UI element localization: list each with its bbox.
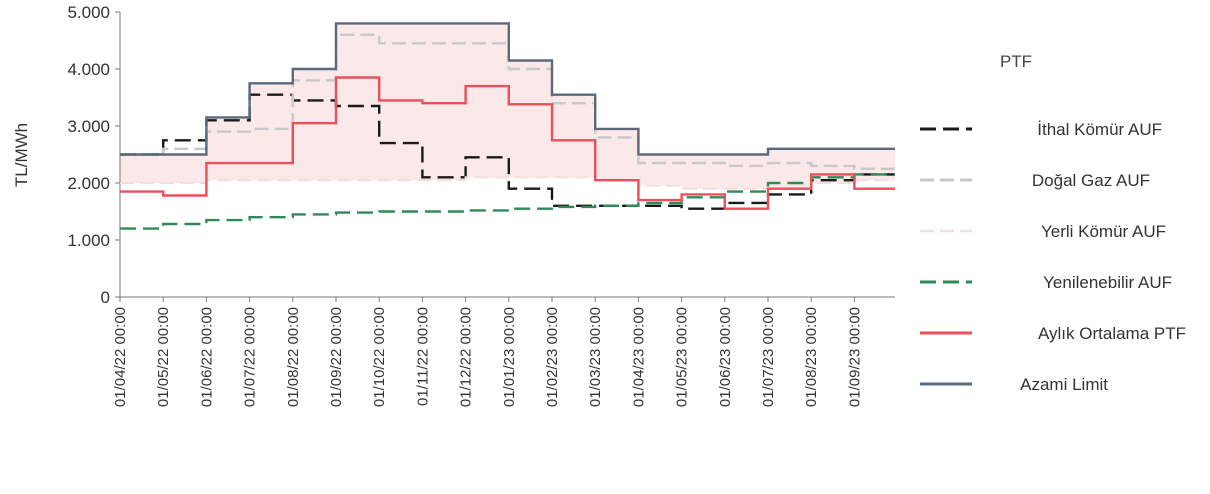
x-tick-label: 01/04/23 00:00: [630, 307, 647, 407]
legend-label-2: Doğal Gaz AUF: [1032, 171, 1150, 190]
y-tick-label: 4.000: [67, 60, 110, 79]
x-tick-label: 01/01/23 00:00: [501, 307, 518, 407]
legend-label-4: Yenilenebilir AUF: [1043, 273, 1172, 292]
x-tick-label: 01/08/22 00:00: [285, 307, 302, 407]
legend-label-6: Azami Limit: [1020, 375, 1108, 394]
x-tick-label: 01/06/23 00:00: [717, 307, 734, 407]
x-tick-label: 01/09/22 00:00: [328, 307, 345, 407]
legend-label-3: Yerli Kömür AUF: [1041, 222, 1166, 241]
x-tick-label: 01/07/22 00:00: [242, 307, 259, 407]
y-tick-label: 5.000: [67, 3, 110, 22]
series-line-2: [120, 33, 895, 170]
x-tick-label: 01/04/22 00:00: [112, 307, 129, 407]
x-tick-label: 01/03/23 00:00: [587, 307, 604, 407]
y-tick-label: 2.000: [67, 174, 110, 193]
y-tick-label: 0: [101, 288, 110, 307]
y-axis-label: TL/MWh: [12, 123, 31, 187]
x-tick-label: 01/10/22 00:00: [371, 307, 388, 407]
series-line-6: [120, 22, 895, 156]
x-tick-label: 01/05/23 00:00: [674, 307, 691, 407]
x-tick-label: 01/12/22 00:00: [458, 307, 475, 407]
legend-title: PTF: [1000, 52, 1032, 71]
x-tick-label: 01/08/23 00:00: [803, 307, 820, 407]
legend-label-1: İthal Kömür AUF: [1037, 120, 1162, 139]
x-tick-label: 01/06/22 00:00: [198, 307, 215, 407]
legend: PTF İthal Kömür AUF Doğal Gaz AUF Yerli Köm…: [920, 52, 1186, 394]
x-tick-label: 01/02/23 00:00: [544, 307, 561, 407]
series-line-5: [120, 76, 895, 210]
legend-label-5: Aylık Ortalama PTF: [1038, 324, 1186, 343]
shaded-band-area: [120, 23, 895, 189]
shaded-band: [120, 23, 895, 189]
y-tick-label: 1.000: [67, 231, 110, 250]
axes: 0 1.000 2.000 3.000 4.000 5.000 TL/MWh 01/04/22…: [12, 3, 895, 407]
x-tick-label: 01/11/22 00:00: [414, 307, 431, 406]
series: [120, 22, 895, 230]
x-tick-label: 01/07/23 00:00: [760, 307, 777, 407]
y-tick-label: 3.000: [67, 117, 110, 136]
x-tick-label: 01/05/22 00:00: [155, 307, 172, 407]
x-tick-label: 01/09/23 00:00: [846, 307, 863, 407]
series-line-4: [120, 173, 895, 230]
